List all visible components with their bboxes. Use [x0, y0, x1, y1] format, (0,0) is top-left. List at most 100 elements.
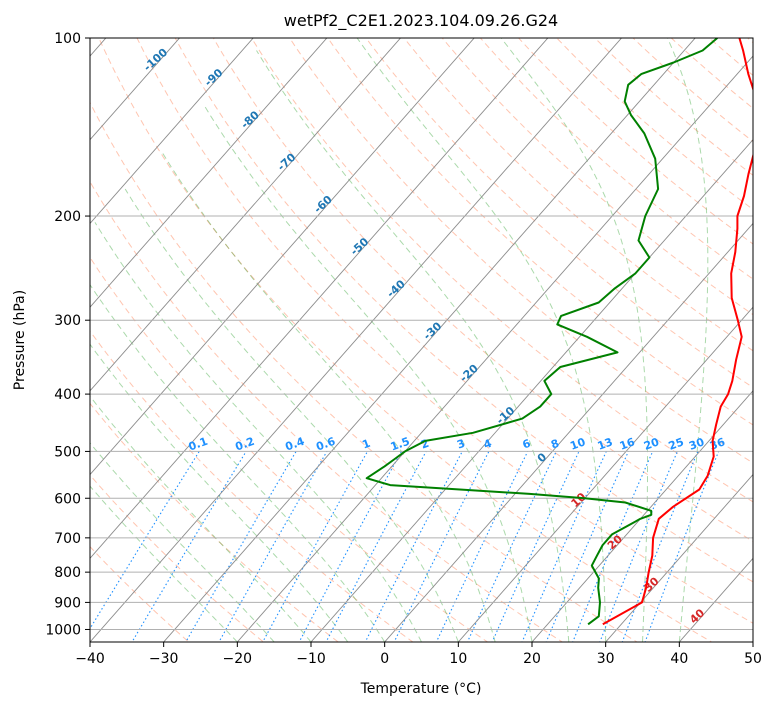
mixing-ratio-label: 0.2 [234, 435, 257, 454]
isotherm-line [605, 473, 753, 642]
mixing-ratio-label: 4 [482, 437, 494, 452]
y-tick-label: 400 [54, 387, 81, 403]
temperature-profile-line [602, 38, 753, 626]
isotherm-line [236, 55, 753, 642]
mixing-ratio-line [491, 451, 580, 642]
y-tick-label: 300 [54, 313, 81, 329]
x-axis-label: Temperature (°C) [360, 681, 482, 697]
isotherm-line [90, 38, 328, 308]
isotherm-line [90, 38, 475, 476]
y-axis-label: Pressure (hPa) [12, 290, 28, 390]
y-tick-label: 200 [54, 209, 81, 225]
dry-adiabat-line [136, 38, 753, 624]
isotherms [90, 38, 753, 642]
isotherm-line [457, 306, 753, 642]
mixing-ratio-line [393, 451, 490, 642]
moist-adiabat-line [90, 283, 386, 642]
mixing-ratio-line [521, 451, 607, 642]
isotherm-line [310, 139, 753, 642]
moist-adiabat-line [90, 442, 275, 642]
chart-title: wetPf2_C2E1.2023.104.09.26.G24 [284, 11, 558, 31]
mixing-ratio-line [218, 451, 328, 642]
isotherm-line [384, 222, 753, 642]
x-tick-label: 50 [744, 651, 762, 667]
mixing-ratio-label: 16 [618, 435, 637, 453]
isotherm-line [90, 38, 181, 141]
dry-adiabat-line [250, 38, 753, 503]
dry-adiabat-line [90, 545, 190, 642]
dewpoint-profile-line [365, 38, 718, 626]
mixing-ratio-line [262, 451, 368, 642]
dry-adiabat-line [90, 402, 340, 642]
mixing-ratio-label: 6 [521, 437, 533, 452]
mixing-ratio-label: 10 [568, 435, 587, 453]
mixing-ratio-label: 20 [642, 435, 661, 453]
moist-adiabat-line [124, 188, 459, 642]
dry-adiabat-line [90, 330, 414, 642]
mixing-ratio-line [364, 451, 463, 642]
x-tick-label: 30 [597, 651, 615, 667]
mixing-ratio-label: 1 [361, 437, 373, 452]
x-tick-label: 40 [670, 651, 688, 667]
profiles [365, 38, 753, 626]
mixing-ratio-label: 1.5 [389, 435, 412, 454]
dry-adiabat-line [289, 38, 753, 464]
mixing-ratio-label: 0.6 [314, 435, 337, 454]
moist-adiabat-line [94, 222, 422, 642]
dry-adiabats [90, 38, 753, 642]
mixing-ratio-label: 2 [419, 437, 431, 452]
mixing-ratio-line [572, 451, 654, 642]
moist-adiabat-line [667, 38, 709, 642]
isotherm-line [90, 38, 402, 392]
dry-adiabat-line [365, 38, 753, 389]
x-tick-label: −10 [296, 651, 326, 667]
y-tick-label: 1000 [45, 622, 81, 638]
dry-adiabat-line [517, 38, 753, 245]
x-tick-label: 20 [523, 651, 541, 667]
mixing-ratio-label: 13 [596, 435, 615, 452]
dry-adiabat-line [90, 180, 564, 642]
y-tick-label: 600 [54, 491, 81, 507]
x-tick-label: 10 [449, 651, 467, 667]
isotherm-line [163, 38, 696, 642]
y-tick-label: 500 [54, 444, 81, 460]
x-tick-label: −30 [149, 651, 179, 667]
mixing-ratio-line [621, 451, 699, 642]
mixing-ratio-label: 25 [667, 435, 686, 452]
isotherm-line [90, 38, 623, 642]
y-tick-label: 900 [54, 595, 81, 611]
moist-adiabats [90, 38, 709, 642]
dry-adiabat-line [212, 38, 753, 542]
mixing-ratio-label: 3 [455, 437, 467, 452]
mixing-ratio-label: 0.4 [284, 435, 307, 454]
mixing-ratio-label: 30 [687, 435, 706, 453]
moist-adiabat-line [90, 395, 312, 642]
dry-adiabat-line [90, 101, 638, 642]
moist-adiabat-line [90, 485, 238, 642]
y-tick-label: 800 [54, 565, 81, 581]
mixing-ratio-line [185, 451, 297, 642]
dry-adiabat-line [174, 38, 753, 583]
dry-adiabat-line [327, 38, 753, 426]
moist-adiabat-line [90, 343, 349, 642]
mixing-ratio-line [435, 451, 529, 642]
moist-adiabat-line [356, 38, 607, 642]
background-lines [90, 38, 753, 642]
y-tick-label: 100 [54, 31, 81, 47]
dry-adiabat-line [556, 38, 753, 211]
x-tick-label: −40 [75, 651, 105, 667]
x-axis: −40 −30 −20 −10 0 10 20 30 40 50 [75, 642, 762, 667]
dry-adiabat-line [98, 38, 713, 642]
x-tick-label: 0 [380, 651, 389, 667]
moist-adiabat-line [256, 50, 570, 642]
moist-adiabat-line [500, 38, 648, 642]
dry-adiabat-line [632, 38, 753, 143]
dry-adiabat-line [403, 38, 753, 352]
y-tick-label: 700 [54, 531, 81, 547]
dry-adiabat-line [479, 38, 753, 280]
isotherm-line [90, 38, 254, 225]
mixing-ratio-line [131, 451, 247, 642]
plot-frame [89, 37, 754, 643]
